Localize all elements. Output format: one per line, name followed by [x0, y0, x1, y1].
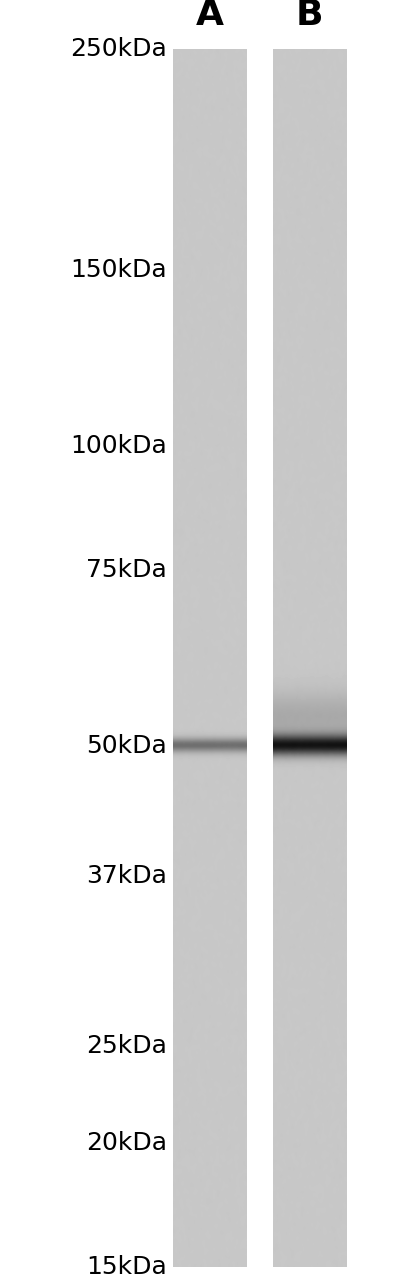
- Text: 50kDa: 50kDa: [86, 733, 167, 758]
- Text: A: A: [196, 0, 224, 32]
- Text: 150kDa: 150kDa: [70, 257, 167, 282]
- Text: 75kDa: 75kDa: [86, 558, 167, 582]
- Text: 15kDa: 15kDa: [86, 1256, 167, 1279]
- Text: 20kDa: 20kDa: [86, 1130, 167, 1155]
- Text: 25kDa: 25kDa: [86, 1034, 167, 1059]
- Text: 37kDa: 37kDa: [86, 864, 167, 888]
- Text: 250kDa: 250kDa: [70, 37, 167, 60]
- Text: 100kDa: 100kDa: [70, 434, 167, 457]
- Text: B: B: [296, 0, 323, 32]
